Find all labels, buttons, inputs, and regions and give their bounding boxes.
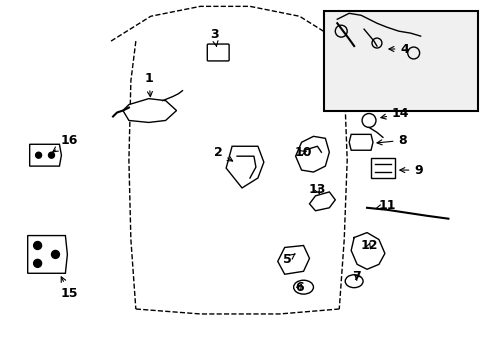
Text: 4: 4 [388,42,408,55]
Bar [324,11,477,111]
FancyBboxPatch shape [207,44,229,61]
Polygon shape [122,99,176,122]
Polygon shape [309,192,335,211]
Text: 12: 12 [360,239,377,252]
Polygon shape [277,246,309,274]
Text: 3: 3 [209,28,218,46]
Polygon shape [30,144,61,166]
Polygon shape [225,146,264,188]
Text: 11: 11 [375,199,395,212]
Text: 5: 5 [283,253,294,266]
Text: 13: 13 [308,184,325,197]
Text: 6: 6 [295,281,303,294]
Text: 16: 16 [53,134,78,152]
Ellipse shape [345,275,362,288]
Polygon shape [348,134,372,150]
Circle shape [34,260,41,267]
Polygon shape [28,235,67,273]
Text: 14: 14 [380,107,408,120]
Circle shape [34,242,41,249]
Polygon shape [295,136,328,172]
Text: 15: 15 [61,277,78,300]
Ellipse shape [293,280,313,294]
Text: 10: 10 [294,146,312,159]
Text: 1: 1 [144,72,153,96]
Circle shape [48,152,54,158]
Circle shape [51,251,60,258]
Text: 9: 9 [399,163,422,176]
Circle shape [36,152,41,158]
Text: 8: 8 [376,134,406,147]
Text: 7: 7 [351,270,360,283]
Text: 2: 2 [213,146,232,161]
Bar [370,158,394,178]
